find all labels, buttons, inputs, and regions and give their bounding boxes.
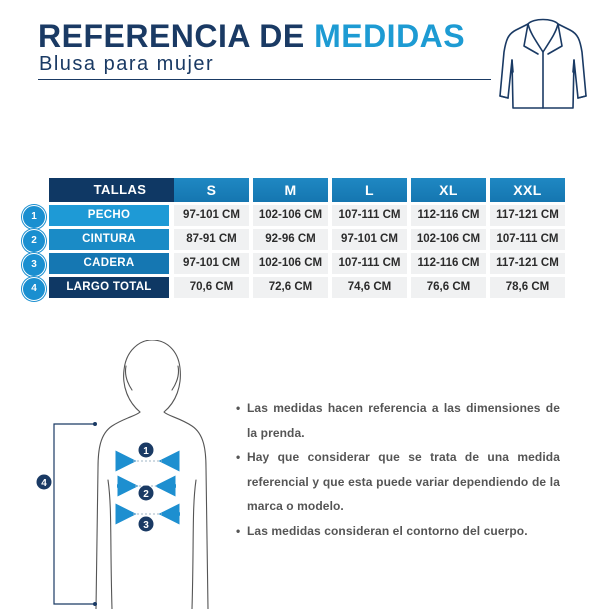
title-part-2: MEDIDAS	[314, 18, 466, 54]
table-cell: 107-111 CM	[332, 205, 407, 226]
waist-marker-2: 2	[143, 489, 149, 500]
sizes-header-label: TALLAS	[49, 178, 191, 202]
size-header-xxl: XXL	[490, 178, 565, 202]
table-cell: 74,6 CM	[332, 277, 407, 298]
row-number-badge: 2	[22, 229, 46, 253]
row-label-cintura: CINTURA	[49, 229, 169, 250]
size-header-xl: XL	[411, 178, 486, 202]
table-cell: 112-116 CM	[411, 253, 486, 274]
table-cell: 76,6 CM	[411, 277, 486, 298]
row-label-pecho: PECHO	[49, 205, 169, 226]
title-part-1: REFERENCIA DE	[38, 18, 305, 54]
row-label-cadera: CADERA	[49, 253, 169, 274]
row-label-largo-total: LARGO TOTAL	[49, 277, 169, 298]
body-measurement-figure: 4 1 2 3	[36, 340, 209, 609]
row-number-badge: 3	[22, 253, 46, 277]
note-item: Las medidas hacen referencia a las dimen…	[236, 396, 560, 445]
table-cell: 117-121 CM	[490, 253, 565, 274]
table-cell: 97-101 CM	[332, 229, 407, 250]
size-header-s: S	[174, 178, 249, 202]
note-item: Hay que considerar que se trata de una m…	[236, 445, 560, 519]
page-subtitle: Blusa para mujer	[39, 53, 215, 75]
hip-marker-3: 3	[143, 520, 149, 531]
table-cell: 97-101 CM	[174, 205, 249, 226]
table-cell: 87-91 CM	[174, 229, 249, 250]
size-header-l: L	[332, 178, 407, 202]
table-cell: 107-111 CM	[490, 229, 565, 250]
table-cell: 78,6 CM	[490, 277, 565, 298]
row-number-badge: 1	[22, 205, 46, 229]
table-cell: 102-106 CM	[411, 229, 486, 250]
table-cell: 102-106 CM	[253, 205, 328, 226]
row-number-badge: 4	[22, 277, 46, 301]
chest-marker-1: 1	[143, 446, 149, 457]
table-cell: 92-96 CM	[253, 229, 328, 250]
table-cell: 72,6 CM	[253, 277, 328, 298]
body-outline	[123, 340, 209, 609]
length-marker-4: 4	[41, 478, 47, 489]
table-cell: 97-101 CM	[174, 253, 249, 274]
table-cell: 117-121 CM	[490, 205, 565, 226]
table-cell: 107-111 CM	[332, 253, 407, 274]
notes-list: Las medidas hacen referencia a las dimen…	[236, 396, 560, 543]
shirt-icon	[499, 18, 587, 109]
note-item: Las medidas consideran el contorno del c…	[236, 519, 560, 544]
title-divider	[38, 79, 491, 80]
size-header-m: M	[253, 178, 328, 202]
table-cell: 112-116 CM	[411, 205, 486, 226]
table-cell: 70,6 CM	[174, 277, 249, 298]
page-title: REFERENCIA DE MEDIDAS	[38, 16, 465, 56]
table-cell: 102-106 CM	[253, 253, 328, 274]
size-table: TALLAS S M L XL XXL 1 PECHO 97-101 CM 10…	[22, 178, 568, 301]
